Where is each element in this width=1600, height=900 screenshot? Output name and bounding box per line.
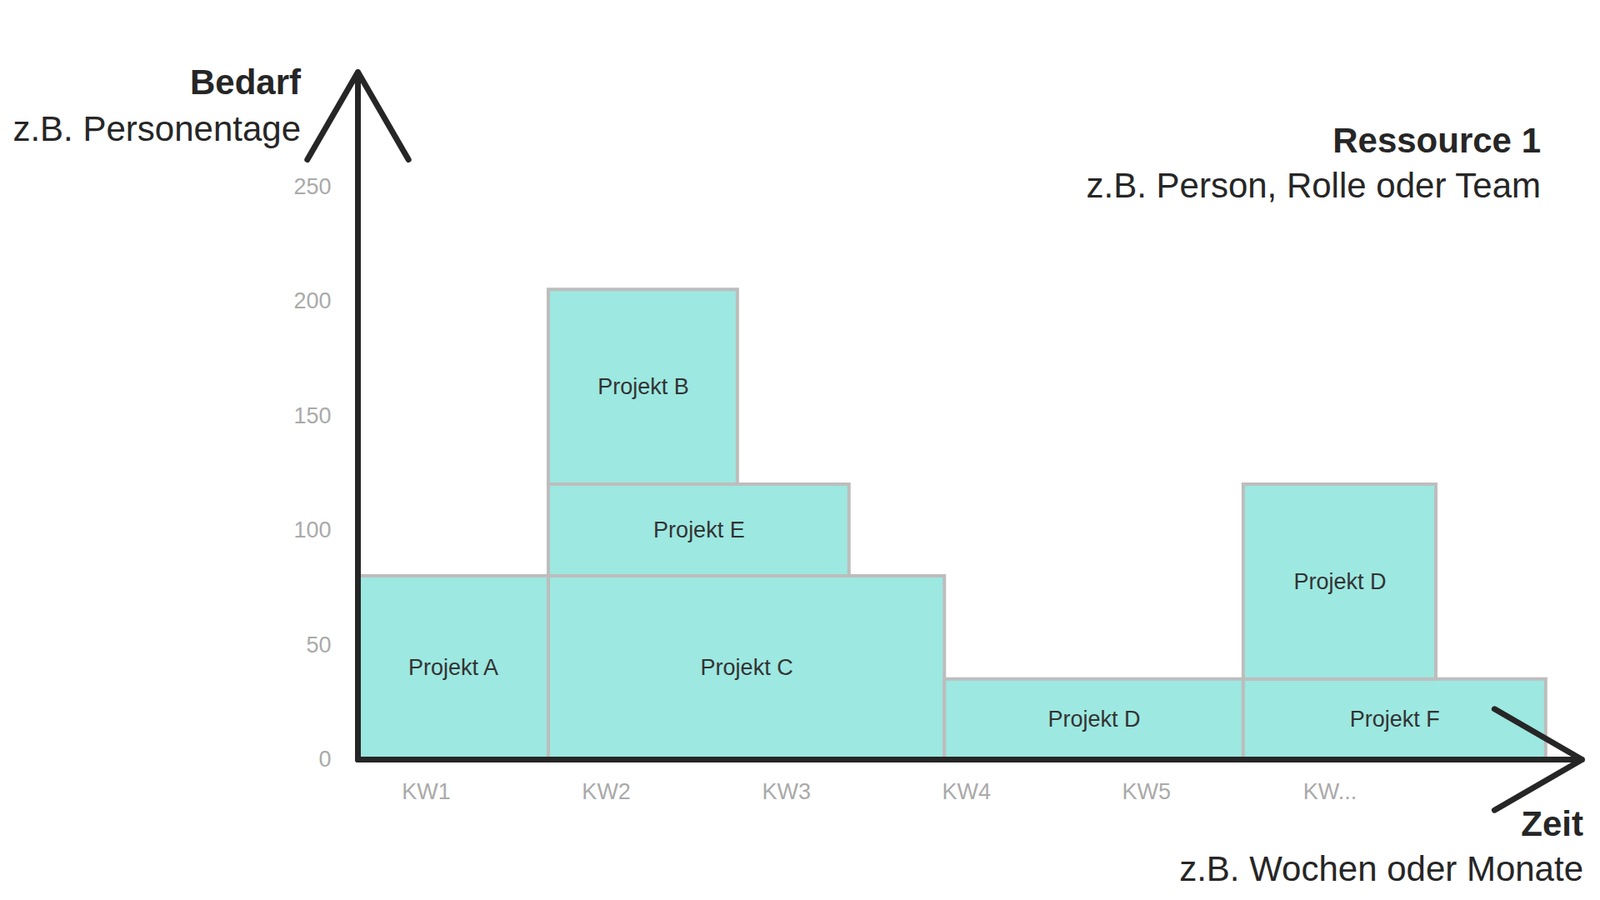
html-text:z.B. Person, Rolle oder Team: z.B. Person, Rolle oder Team (1086, 165, 1541, 205)
svg-text:50: 50 (305, 632, 331, 658)
svg-text:KW...: KW... (1303, 779, 1358, 805)
svg-text:KW1: KW1 (401, 779, 451, 805)
svg-text:Projekt D: Projekt D (1048, 706, 1141, 732)
svg-text:Projekt E: Projekt E (653, 517, 745, 543)
svg-text:0: 0 (318, 746, 331, 772)
html-text:z.B. Personentage: z.B. Personentage (12, 109, 301, 149)
svg-text:100: 100 (293, 517, 331, 543)
svg-text:Projekt A: Projekt A (408, 655, 499, 680)
svg-text:KW5: KW5 (1121, 779, 1171, 805)
svg-text:Projekt D: Projekt D (1293, 569, 1386, 595)
html-text:Ressource 1: Ressource 1 (1332, 120, 1541, 160)
svg-text:200: 200 (293, 288, 331, 314)
html-text:Bedarf: Bedarf (190, 62, 301, 102)
svg-text:150: 150 (293, 403, 331, 429)
svg-text:KW3: KW3 (761, 779, 811, 805)
svg-text:250: 250 (293, 174, 331, 200)
svg-text:Projekt C: Projekt C (700, 655, 794, 680)
svg-text:KW2: KW2 (581, 779, 631, 805)
html-text:Zeit: Zeit (1521, 804, 1584, 844)
html-text:z.B. Wochen oder Monate: z.B. Wochen oder Monate (1179, 849, 1584, 889)
svg-text:KW4: KW4 (941, 779, 991, 805)
svg-text:Projekt F: Projekt F (1350, 706, 1440, 732)
svg-text:Projekt B: Projekt B (597, 374, 690, 400)
